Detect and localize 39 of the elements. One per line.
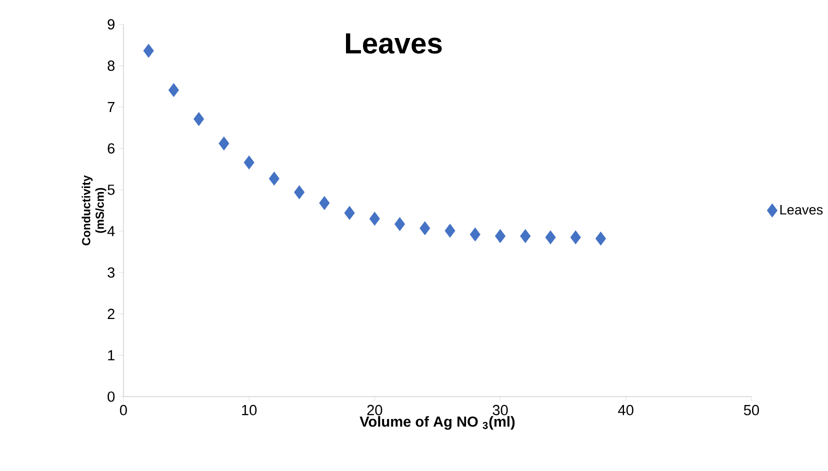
y-tick-label: 0 [108, 391, 115, 402]
y-tick-label: 3 [108, 267, 115, 278]
chart-title: Leaves [346, 33, 442, 54]
point [194, 112, 204, 126]
point [570, 230, 581, 244]
point [470, 227, 480, 242]
y-tick-label: 2 [108, 308, 114, 319]
point [294, 185, 305, 200]
point [420, 221, 430, 236]
point [319, 196, 330, 210]
y-tick-label: 9 [108, 18, 114, 30]
y-tick-label: 7 [108, 102, 114, 112]
point [369, 211, 380, 226]
x-tick-label: 20 [367, 404, 382, 415]
y-axis-title: Conductivity (mS/cm) [82, 174, 106, 246]
point [494, 228, 506, 243]
point [168, 82, 179, 97]
point [545, 230, 556, 244]
x-tick-label: 30 [492, 404, 508, 415]
point [268, 171, 280, 186]
point [595, 231, 606, 246]
x-tick-label: 0 [120, 404, 127, 415]
y-tick-label: 6 [108, 143, 115, 154]
x-tick-label: 10 [242, 404, 257, 415]
point [344, 206, 355, 220]
x-tick-label: 50 [744, 404, 759, 415]
y-tick-label: 5 [108, 184, 115, 195]
x-axis-title: Volume of Ag NO $_{3}$(ml) [360, 416, 515, 430]
y-tick-label: 4 [107, 226, 115, 236]
y-tick-label: 1 [108, 350, 114, 360]
point [218, 136, 230, 150]
point [394, 216, 406, 231]
point [244, 155, 254, 170]
x-tick-label: 40 [618, 404, 634, 415]
point [520, 228, 531, 243]
legend-label: Leaves [780, 204, 823, 214]
point [444, 223, 456, 238]
point [143, 44, 154, 58]
y-tick-label: 8 [108, 60, 115, 71]
